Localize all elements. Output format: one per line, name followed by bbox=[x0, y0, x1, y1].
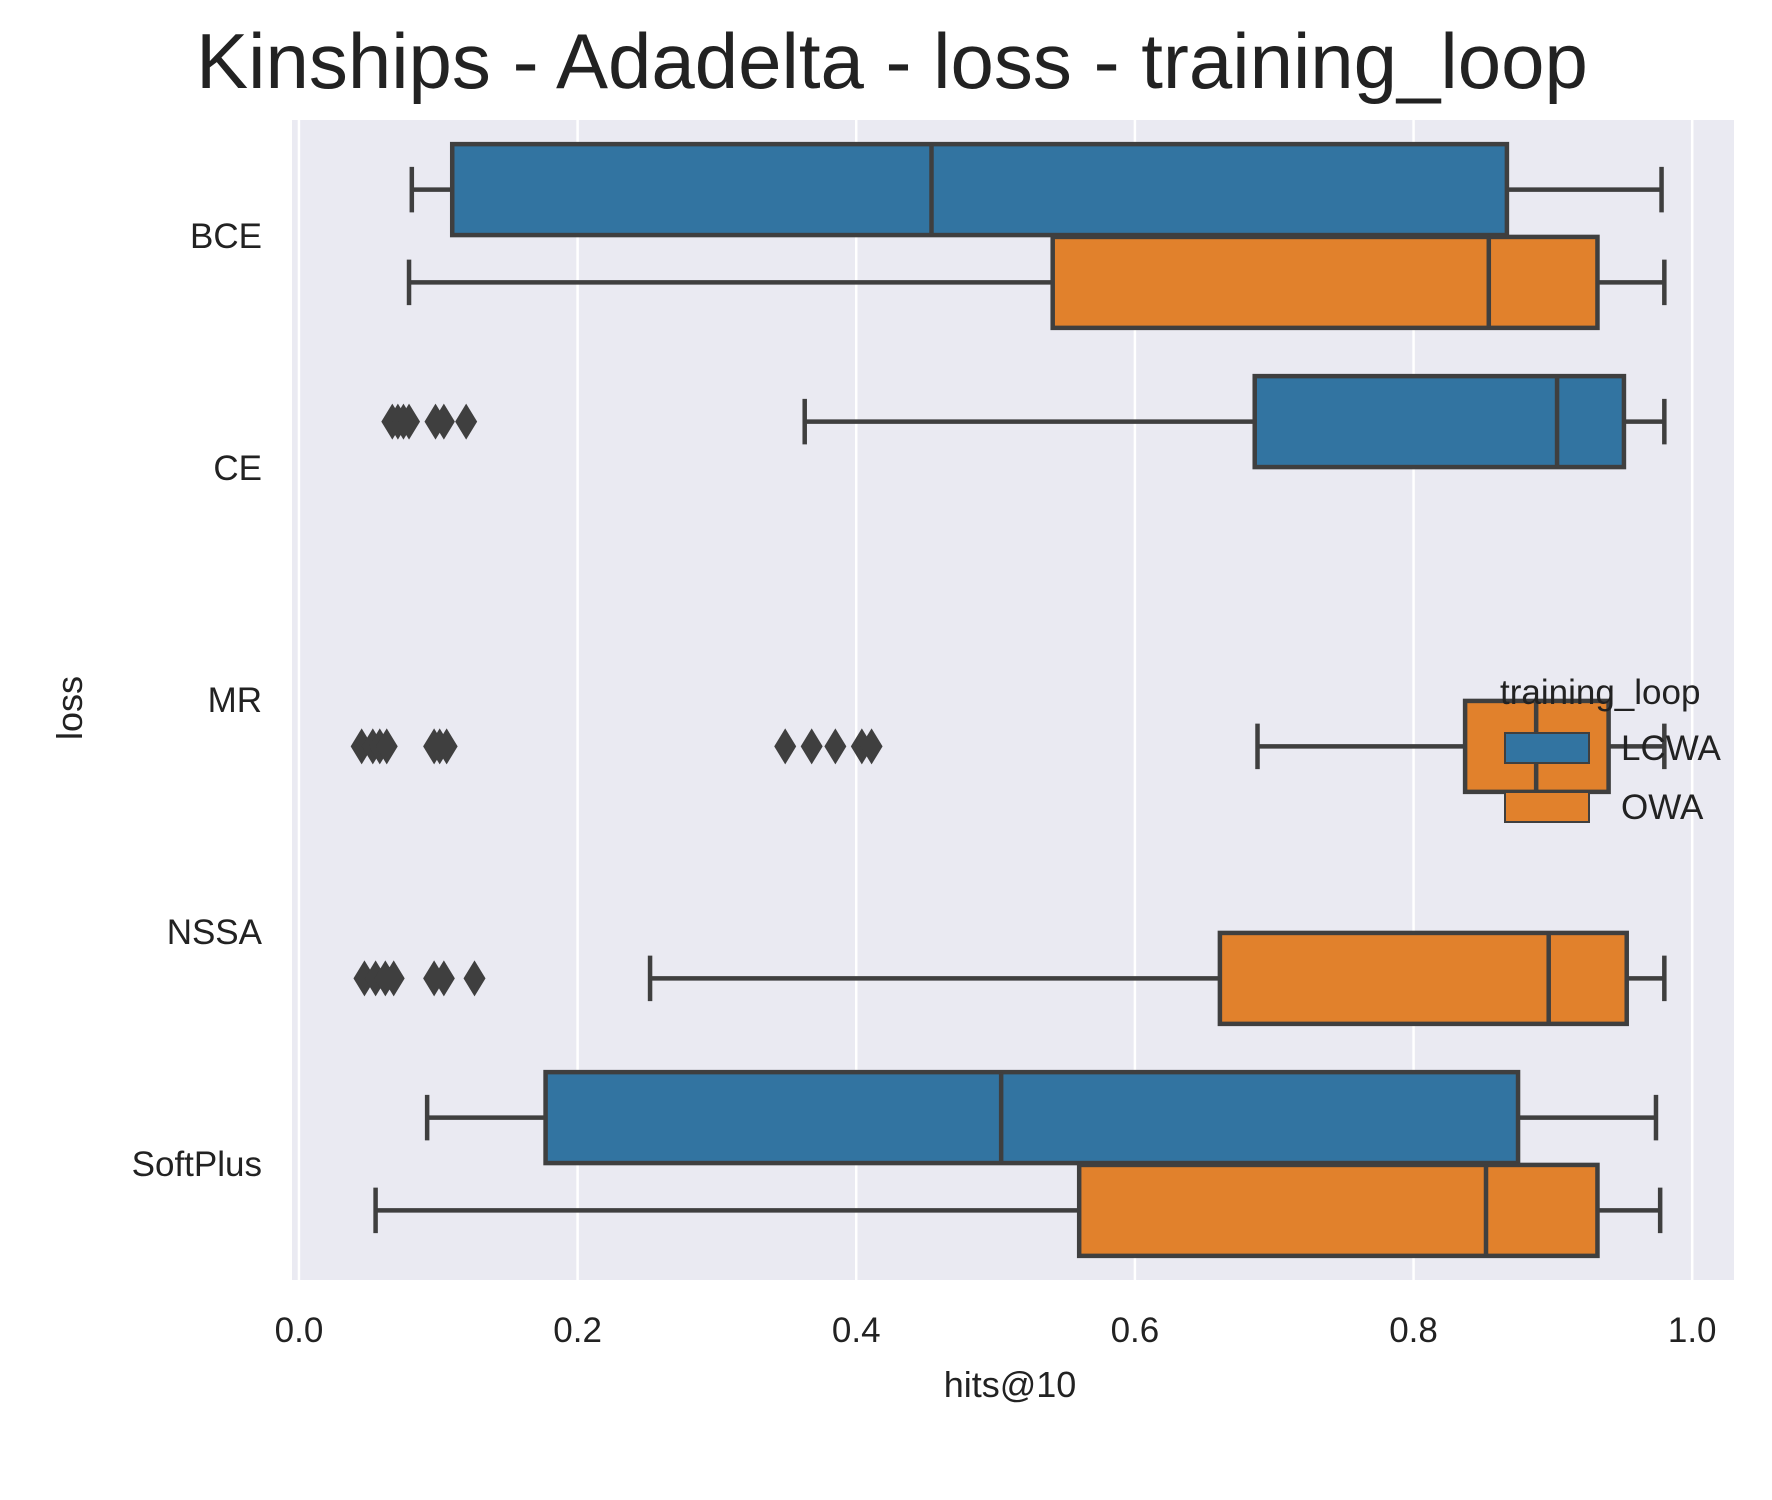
x-tick-labels: 0.0 0.2 0.4 0.6 0.8 1.0 bbox=[275, 1311, 1717, 1350]
outlier-point bbox=[774, 728, 797, 765]
outlier-point bbox=[860, 728, 883, 765]
y-axis-label: loss bbox=[49, 676, 90, 740]
x-tick-label: 0.6 bbox=[1111, 1311, 1160, 1350]
box-owa-bce bbox=[406, 234, 1667, 331]
outlier-point bbox=[375, 728, 398, 765]
box-iqr bbox=[449, 141, 1510, 238]
legend-label-lcwa: LCWA bbox=[1621, 729, 1721, 768]
outlier-point bbox=[353, 960, 376, 997]
box-iqr bbox=[1050, 234, 1600, 331]
box-owa-mr bbox=[350, 698, 1667, 795]
outlier-point bbox=[824, 728, 847, 765]
outlier-point bbox=[800, 728, 823, 765]
legend-swatch-owa bbox=[1504, 791, 1590, 823]
legend-title: training_loop bbox=[1500, 673, 1700, 712]
outlier-point bbox=[463, 960, 486, 997]
y-tick-label: MR bbox=[208, 681, 262, 720]
box-lcwa-softplus bbox=[424, 1069, 1659, 1166]
y-tick-labels: BCE CE MR NSSA SoftPlus bbox=[132, 217, 263, 1184]
box-iqr bbox=[543, 1069, 1521, 1166]
box-lcwa-ce bbox=[381, 373, 1667, 470]
chart-title: Kinships - Adadelta - loss - training_lo… bbox=[196, 17, 1588, 105]
x-tick-label: 0.4 bbox=[832, 1311, 881, 1350]
x-tick-label: 1.0 bbox=[1668, 1311, 1717, 1350]
box-iqr bbox=[1252, 373, 1627, 470]
box-owa-nssa bbox=[353, 930, 1667, 1027]
x-tick-label: 0.2 bbox=[553, 1311, 602, 1350]
outlier-point bbox=[398, 403, 421, 440]
y-tick-label: NSSA bbox=[167, 913, 263, 952]
x-axis-label: hits@10 bbox=[944, 1364, 1077, 1405]
box-owa-softplus bbox=[373, 1162, 1663, 1259]
x-tick-label: 0.8 bbox=[1389, 1311, 1438, 1350]
box-series-group bbox=[350, 141, 1667, 1259]
outlier-point bbox=[435, 728, 458, 765]
outlier-point bbox=[350, 728, 373, 765]
y-tick-label: CE bbox=[213, 449, 262, 488]
box-lcwa-bce bbox=[409, 141, 1664, 238]
outlier-point bbox=[382, 960, 405, 997]
y-tick-label: SoftPlus bbox=[132, 1145, 262, 1184]
legend-swatch-lcwa bbox=[1504, 732, 1590, 764]
outlier-point bbox=[455, 403, 478, 440]
outlier-point bbox=[432, 960, 455, 997]
box-iqr bbox=[1076, 1162, 1600, 1259]
x-tick-label: 0.0 bbox=[275, 1311, 324, 1350]
legend: training_loop LCWA OWA bbox=[1500, 673, 1721, 827]
y-tick-label: BCE bbox=[190, 217, 262, 256]
box-iqr bbox=[1217, 930, 1629, 1027]
outlier-point bbox=[432, 403, 455, 440]
legend-label-owa: OWA bbox=[1621, 788, 1704, 827]
